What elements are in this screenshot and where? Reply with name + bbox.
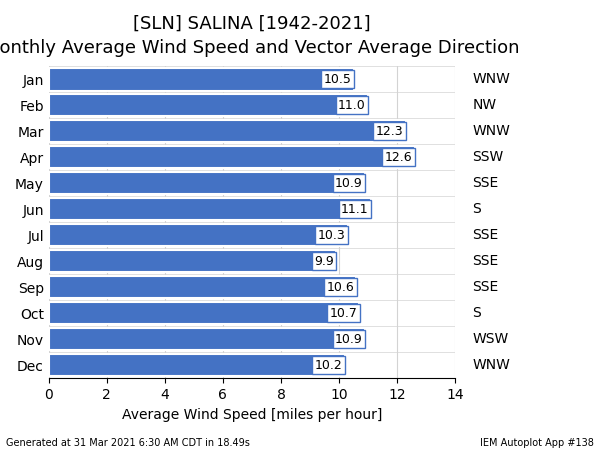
Bar: [49, 146, 415, 168]
Bar: [49, 94, 368, 117]
Text: S: S: [473, 202, 481, 216]
Text: 11.1: 11.1: [341, 203, 368, 216]
Text: 12.3: 12.3: [376, 125, 404, 138]
Text: 10.7: 10.7: [329, 307, 357, 320]
Text: 10.5: 10.5: [323, 73, 351, 86]
Text: IEM Autoplot App #138: IEM Autoplot App #138: [480, 438, 594, 448]
Bar: [49, 354, 345, 376]
Text: 10.6: 10.6: [326, 281, 354, 294]
Text: SSE: SSE: [473, 176, 499, 190]
Text: Generated at 31 Mar 2021 6:30 AM CDT in 18.49s: Generated at 31 Mar 2021 6:30 AM CDT in …: [6, 438, 250, 448]
Text: SSW: SSW: [473, 150, 504, 164]
Bar: [49, 276, 356, 298]
Text: S: S: [473, 306, 481, 320]
Bar: [49, 68, 353, 90]
Text: 10.9: 10.9: [335, 177, 363, 190]
Title: [SLN] SALINA [1942-2021]
Monthly Average Wind Speed and Vector Average Direction: [SLN] SALINA [1942-2021] Monthly Average…: [0, 15, 520, 57]
Text: 9.9: 9.9: [314, 255, 334, 268]
Text: 10.3: 10.3: [318, 229, 346, 242]
Text: WNW: WNW: [473, 125, 511, 139]
Bar: [49, 302, 359, 324]
Bar: [49, 224, 348, 247]
Text: 12.6: 12.6: [385, 151, 412, 164]
Bar: [49, 328, 365, 350]
Text: SSE: SSE: [473, 228, 499, 243]
Text: 11.0: 11.0: [338, 99, 366, 112]
Bar: [49, 121, 406, 143]
Bar: [49, 172, 365, 194]
Text: WNW: WNW: [473, 358, 511, 372]
Text: WNW: WNW: [473, 72, 511, 86]
Bar: [49, 198, 371, 220]
X-axis label: Average Wind Speed [miles per hour]: Average Wind Speed [miles per hour]: [122, 408, 382, 422]
Text: NW: NW: [473, 99, 497, 112]
Text: SSE: SSE: [473, 254, 499, 268]
Text: 10.9: 10.9: [335, 333, 363, 346]
Text: 10.2: 10.2: [315, 359, 343, 372]
Bar: [49, 250, 336, 272]
Text: WSW: WSW: [473, 332, 509, 346]
Text: SSE: SSE: [473, 280, 499, 294]
